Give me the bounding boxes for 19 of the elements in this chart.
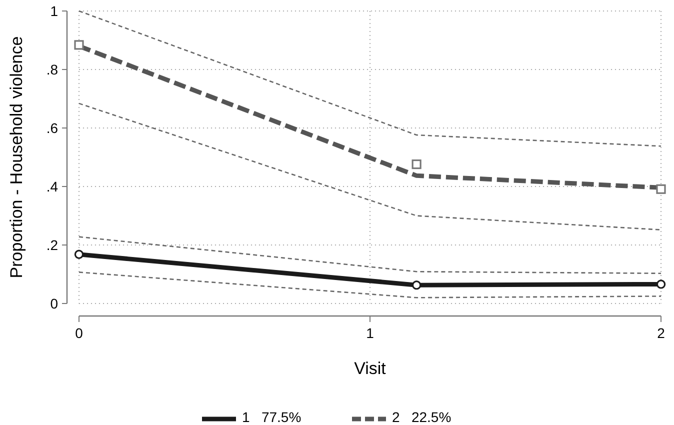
point: [412, 280, 422, 290]
y-tick-label: 0: [50, 295, 58, 312]
y-tick-label: 1: [50, 2, 58, 19]
x-tick-label: 2: [657, 325, 666, 341]
point: [74, 40, 84, 50]
point: [656, 280, 666, 289]
y-axis-title: Proportion - Household violence: [7, 36, 26, 278]
legend-label: 2 22.5%: [392, 408, 452, 425]
point: [656, 184, 666, 194]
x-tick-label: 0: [75, 325, 84, 341]
legend-label: 1 77.5%: [242, 408, 302, 425]
point: [74, 250, 84, 259]
y-tick-label: .2: [46, 236, 58, 253]
x-tick-label: 1: [366, 325, 374, 341]
y-tick-label: .4: [46, 178, 58, 194]
point: [412, 159, 422, 170]
y-tick-label: .8: [46, 61, 58, 78]
y-tick-label: .6: [46, 120, 58, 136]
x-axis-title: Visit: [354, 359, 386, 378]
